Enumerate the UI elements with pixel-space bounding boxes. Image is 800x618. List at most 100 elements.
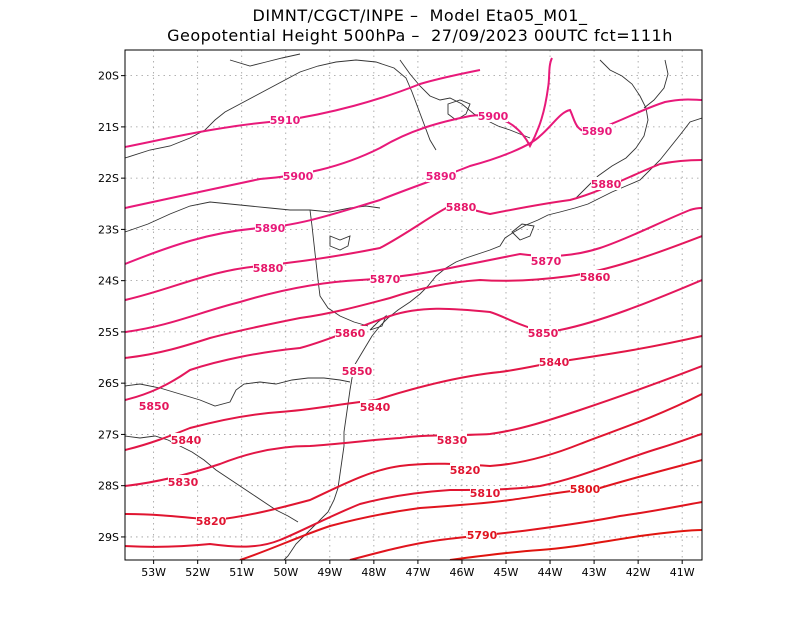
contour-label-background [446,200,476,213]
contour-line-5790 [349,501,702,560]
contour-label-background [139,399,169,412]
state-border [399,59,531,139]
lon-tick-label: 42W [626,566,651,579]
contour-label-background [360,400,390,413]
lagoon [329,235,351,251]
coastline-layer [125,53,702,560]
lon-tick-label: 44W [538,566,563,579]
lon-tick-label: 45W [494,566,519,579]
lat-tick-label: 25S [98,326,119,339]
lon-tick-label: 43W [582,566,607,579]
contour-line-5810 [125,433,702,548]
contour-label-background [283,169,313,182]
lon-tick-label: 49W [317,566,342,579]
coastline [283,117,702,560]
lat-tick-label: 29S [98,531,119,544]
lon-tick-label: 53W [141,566,166,579]
contour-label-background [426,169,456,182]
island [369,314,388,331]
contour-label-5800: 5800 [570,483,601,496]
contour-label-background [450,463,480,476]
contour-label-background [253,261,283,274]
lat-tick-label: 20S [98,70,119,83]
contour-line-5830 [125,365,702,487]
contour-label-5900: 5900 [283,170,314,183]
lon-tick-label: 48W [361,566,386,579]
contour-line-5820 [125,393,702,522]
contour-label-background [580,270,610,283]
contour-label-background [570,482,600,495]
contour-line-5800 [239,459,702,560]
contour-label-background [582,124,612,137]
contour-label-5910: 5910 [270,114,301,127]
contour-label-5860: 5860 [335,327,366,340]
state-border [125,377,351,407]
contour-label-5790: 5790 [467,529,498,542]
contour-label-background [342,364,372,377]
contour-label-5850: 5850 [139,400,170,413]
contour-label-background [478,109,508,122]
axis-ticks: 53W 52W 51W 50W 49W 48W 47W 46W 45W 44W 43W 42W 41W 2… [98,70,695,579]
lon-tick-label: 46W [450,566,475,579]
contour-line-5840 [125,335,702,451]
contour-label-5830: 5830 [168,476,199,489]
contour-label-background [539,355,569,368]
contour-label-background [531,254,561,267]
contour-line-5910 [125,69,481,148]
lat-tick-label: 27S [98,428,119,441]
contour-label-5850: 5850 [528,327,559,340]
lon-tick-label: 52W [185,566,210,579]
contour-label-5890: 5890 [582,125,613,138]
contour-label-background [171,433,201,446]
lagoon [447,99,471,121]
contour-label-5880: 5880 [253,262,284,275]
lat-tick-label: 23S [98,223,119,236]
plot-frame [124,49,703,561]
contour-label-5900: 5900 [478,110,509,123]
contour-label-background [467,528,497,541]
chart-title-line-1: DIMNT/CGCT/INPE – Model Eta05_M01_ [252,6,588,25]
contour-label-layer: 5910 5900 5890 5880 5870 5860 5850 5840 5830 5820… [139,109,622,542]
contour-label-background [255,221,285,234]
contour-label-5840: 5840 [360,401,391,414]
state-border [643,59,669,109]
contour-label-5820: 5820 [450,464,481,477]
lat-tick-label: 22S [98,172,119,185]
state-border [575,59,649,199]
lat-tick-label: 24S [98,275,119,288]
contour-label-background [168,475,198,488]
lon-tick-label: 51W [229,566,254,579]
contour-line-5900 [125,57,553,209]
chart-title-line-2: Geopotential Height 500hPa – 27/09/2023 … [167,26,673,45]
contour-label-5820: 5820 [196,515,227,528]
contour-label-background [528,326,558,339]
contour-label-background [470,486,500,499]
contour-label-background [370,272,400,285]
contour-label-5880: 5880 [591,178,622,191]
lat-tick-label: 26S [98,377,119,390]
contour-line-5780 [449,529,702,560]
contour-line-5850 [125,279,702,401]
lon-tick-label: 47W [405,566,430,579]
contour-label-5840: 5840 [539,356,570,369]
contour-layer [125,57,702,560]
lon-tick-label: 50W [273,566,298,579]
lat-tick-label: 28S [98,480,119,493]
contour-label-5880: 5880 [446,201,477,214]
contour-label-5830: 5830 [437,434,468,447]
bay [511,223,535,241]
contour-label-5860: 5860 [580,271,611,284]
contour-label-background [196,514,226,527]
lat-tick-label: 21S [98,121,119,134]
contour-line-5860 [125,235,702,359]
state-border [309,209,369,327]
lon-tick-label: 41W [670,566,695,579]
contour-label-5890: 5890 [255,222,286,235]
state-border [229,53,301,67]
contour-label-5890: 5890 [426,170,457,183]
contour-label-background [270,113,300,126]
contour-label-5850: 5850 [342,365,373,378]
state-border [125,201,381,233]
contour-line-5870 [125,207,702,333]
